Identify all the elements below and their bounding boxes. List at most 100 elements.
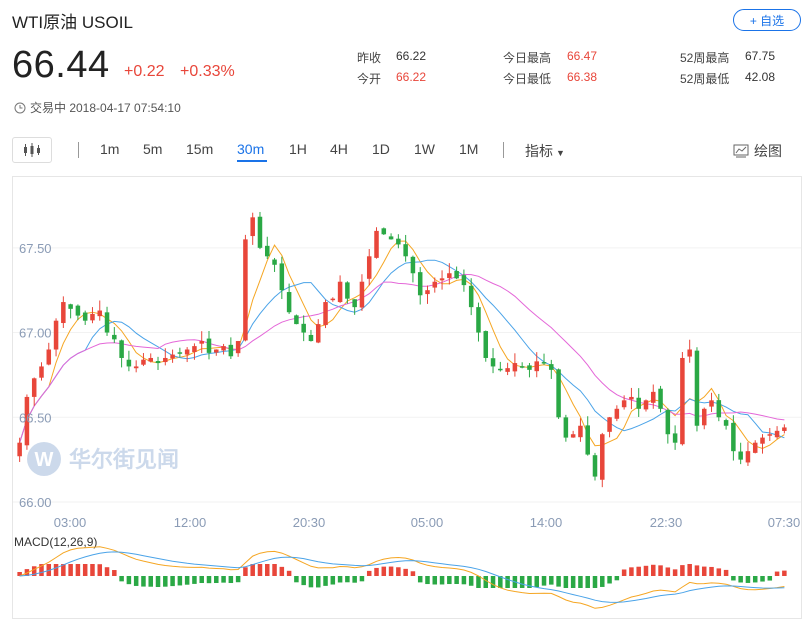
macd-bar: [257, 564, 263, 576]
macd-bar: [250, 564, 255, 576]
macd-bar: [723, 569, 729, 576]
day-low-label: 今日最低: [503, 72, 552, 86]
y-axis: 66.00 66.50 67.00 67.50: [19, 241, 52, 510]
chart-panel[interactable]: W 华尔街见闻 66.00 66.50 67.00 67.50 03:00 12:00 2…: [12, 176, 802, 619]
candle-body: [184, 349, 190, 355]
candle-body: [752, 442, 758, 453]
candle-body: [359, 281, 365, 308]
macd-bar: [345, 576, 350, 583]
candle-body: [75, 305, 81, 316]
candle-body: [279, 263, 285, 291]
macd-bar: [527, 576, 532, 588]
candle-body: [774, 430, 780, 438]
ma-line-5: [19, 240, 785, 450]
w52-low-label: 52周最低: [680, 72, 730, 86]
macd-bar: [745, 576, 751, 583]
macd-bar: [126, 576, 132, 585]
candlestick-icon: [24, 143, 40, 157]
candle-body: [549, 364, 554, 370]
price-change: +0.22: [124, 63, 165, 80]
open-label: 今开: [357, 72, 382, 86]
watermark: W 华尔街见闻: [27, 442, 179, 476]
period-tab-15m[interactable]: 15m: [186, 141, 214, 157]
macd-bar: [39, 564, 44, 576]
macd-bar: [119, 576, 124, 582]
period-tab-1h[interactable]: 1H: [289, 141, 307, 157]
candle-body: [403, 244, 408, 257]
candle-body: [432, 281, 438, 288]
w52-high-label: 52周最高: [680, 51, 730, 65]
period-tab-4h[interactable]: 4H: [330, 141, 348, 157]
macd-bar: [243, 567, 248, 576]
candle-body: [82, 312, 88, 321]
candle-body: [170, 354, 175, 359]
macd-bar: [541, 576, 547, 586]
candle-body: [592, 455, 598, 477]
candle-body: [104, 312, 110, 333]
watermark-logo-letter: W: [35, 449, 54, 471]
candle-body: [141, 359, 146, 365]
candle-body: [745, 451, 751, 463]
x-tick-label: 14:00: [530, 515, 563, 530]
indicator-label: 指标: [525, 143, 553, 159]
candle-body: [294, 315, 299, 325]
draw-icon: [733, 144, 749, 158]
candle-body: [607, 417, 612, 432]
macd-bar: [323, 576, 328, 586]
period-tab-1m[interactable]: 1M: [459, 141, 479, 157]
macd-bar: [483, 576, 489, 588]
macd-bar: [155, 576, 161, 588]
period-tab-5m[interactable]: 5m: [143, 141, 163, 157]
period-tab-1w[interactable]: 1W: [414, 141, 435, 157]
macd-bar: [476, 576, 481, 588]
y-tick-label: 67.00: [19, 326, 52, 341]
macd-bar: [701, 566, 707, 576]
period-tab-30m[interactable]: 30m: [237, 141, 265, 157]
candle-body: [665, 410, 671, 435]
x-tick-label: 12:00: [174, 515, 207, 530]
macd-bar: [177, 576, 183, 586]
active-period-underline: [237, 160, 267, 162]
macd-bar: [315, 576, 321, 588]
candle-body: [17, 442, 22, 457]
candle-body: [468, 285, 474, 308]
candle-body: [315, 324, 321, 343]
candles: [17, 211, 787, 488]
chart-type-button[interactable]: [12, 137, 52, 163]
candle-body: [578, 425, 583, 438]
period-tab-1d[interactable]: 1D: [372, 141, 390, 157]
macd-bar: [752, 576, 758, 583]
candle-body: [672, 433, 678, 443]
candle-body: [31, 378, 37, 397]
candle-body: [381, 228, 387, 235]
candle-body: [301, 323, 306, 333]
candle-body: [272, 259, 277, 265]
macd-bar: [286, 570, 292, 576]
macd-bar: [235, 576, 241, 583]
macd-bar: [337, 576, 343, 583]
period-tab-1m[interactable]: 1m: [100, 141, 120, 157]
macd-bar: [461, 576, 467, 585]
macd-bar: [709, 566, 714, 576]
candle-body: [155, 361, 161, 364]
candle-body: [621, 400, 627, 408]
day-high-label: 今日最高: [503, 51, 552, 65]
macd-bar: [658, 565, 663, 576]
macd-bar: [272, 564, 277, 576]
macd-bar: [104, 567, 110, 576]
candle-body: [228, 344, 234, 357]
macd-bar: [206, 576, 212, 584]
macd-bar: [454, 576, 459, 584]
candle-body: [498, 368, 503, 371]
candle-body: [39, 366, 44, 378]
draw-tool-button[interactable]: 绘图: [733, 141, 782, 161]
macd-bar: [731, 576, 736, 581]
indicator-menu[interactable]: 指标 ▼: [525, 141, 565, 161]
candle-body: [658, 388, 663, 409]
candle-body: [600, 434, 605, 480]
macd-bar: [381, 566, 387, 576]
candle-body: [570, 434, 576, 438]
price-chart[interactable]: W 华尔街见闻 66.00 66.50 67.00 67.50 03:00 12:00 2…: [13, 177, 801, 618]
macd-bar: [600, 576, 605, 587]
add-watchlist-button[interactable]: + 自选: [733, 9, 801, 31]
